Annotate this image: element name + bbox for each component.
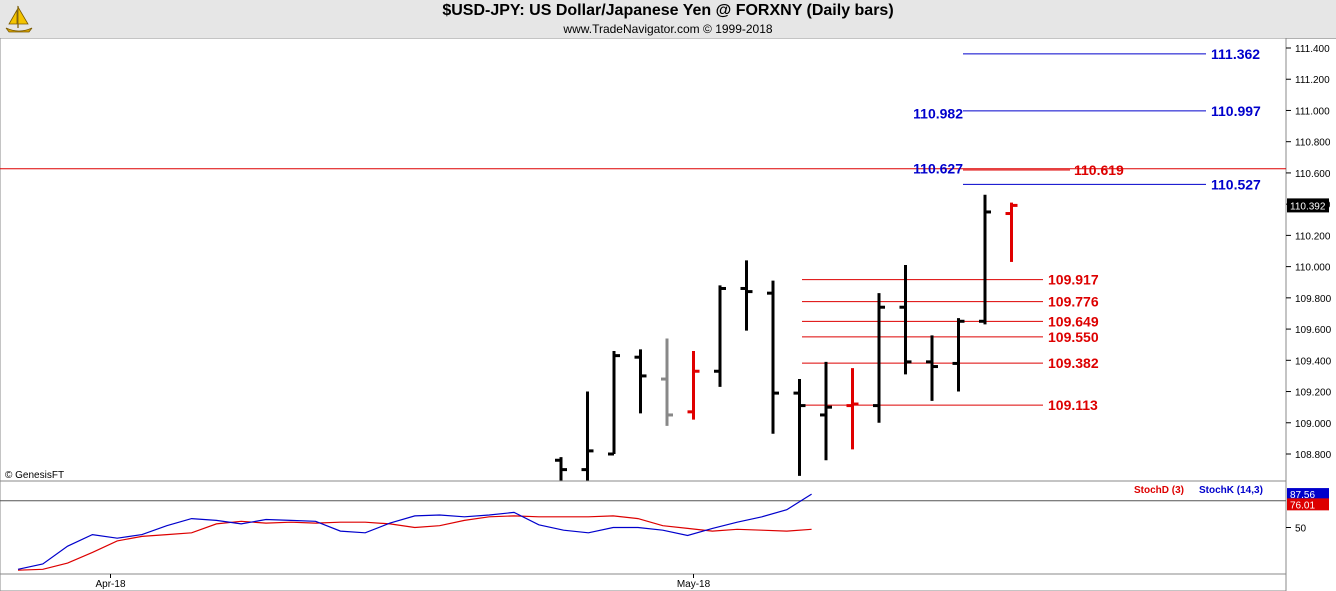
y-tick-label: 109.200 [1295, 388, 1332, 399]
y-tick-label: 110.000 [1295, 263, 1331, 274]
ohlc-bar [820, 361, 832, 461]
stochk-value-box [1287, 488, 1329, 501]
y-tick-label: 110.200 [1295, 231, 1331, 242]
chart-subtitle: www.TradeNavigator.com © 1999-2018 [563, 22, 773, 36]
level-label: 111.362 [1211, 46, 1260, 62]
chart-area: 111.400111.200111.000110.800110.600110.4… [0, 38, 1332, 591]
ohlc-bar [767, 280, 779, 434]
stochk-line [17, 493, 812, 570]
stochk-value-label: 87.56 [1290, 490, 1315, 501]
ohlc-bar [581, 391, 594, 486]
date-axis-frame [0, 573, 1287, 591]
x-tick-label: May-18 [677, 579, 711, 590]
level-label: 110.982 [913, 105, 963, 121]
chart-header: $USD-JPY: US Dollar/Japanese Yen @ FORXN… [0, 0, 1336, 39]
last-price-label: 110.392 [1290, 201, 1326, 212]
price-levels: 111.362 110.997 110.982 110.627 110.619 110.5… [802, 46, 1261, 413]
level-label: 109.113 [1048, 397, 1098, 413]
y-tick-label: 111.400 [1295, 44, 1330, 55]
stochastic-tick-label: 50 [1295, 524, 1307, 535]
stochastic-legend: StochD (3) StochK (14,3) [1134, 485, 1263, 496]
chart-title: $USD-JPY: US Dollar/Japanese Yen @ FORXN… [442, 2, 894, 19]
level-label: 109.649 [1048, 313, 1099, 329]
y-tick-label: 110.800 [1295, 138, 1331, 149]
ohlc-bar [873, 293, 885, 423]
price-panel: 111.400111.200111.000110.800110.600110.4… [0, 38, 1332, 489]
ohlc-bar [714, 285, 726, 387]
ohlc-bar [926, 335, 938, 401]
ohlc-bar [740, 260, 753, 331]
y-tick-label: 109.400 [1295, 356, 1332, 367]
ohlc-bars [555, 194, 1018, 489]
level-label: 109.550 [1048, 329, 1099, 345]
level-label: 110.619 [1074, 162, 1124, 178]
stochd-line [17, 515, 812, 571]
stochk-legend-label: StochK (14,3) [1199, 485, 1263, 496]
ohlc-bar [687, 350, 700, 420]
stochd-value-label: 76.01 [1290, 500, 1315, 511]
ohlc-bar [979, 194, 991, 325]
y-tick-label: 111.200 [1295, 75, 1330, 86]
y-tick-label: 109.600 [1295, 325, 1332, 336]
ohlc-bar [608, 350, 620, 456]
level-label: 110.627 [913, 161, 963, 177]
ohlc-bar [952, 318, 965, 392]
price-y-axis: 111.400111.200111.000110.800110.600110.4… [1286, 44, 1332, 461]
level-label: 109.776 [1048, 294, 1099, 310]
last-price-tag: 110.392 [1287, 198, 1329, 213]
y-tick-label: 111.000 [1295, 106, 1330, 117]
level-label: 110.997 [1211, 103, 1261, 119]
ohlc-bar [1005, 202, 1018, 262]
stochd-legend-label: StochD (3) [1134, 485, 1184, 496]
ohlc-bar [899, 265, 912, 375]
x-tick-label: Apr-18 [95, 579, 125, 590]
stochd-value-box [1287, 498, 1329, 511]
ohlc-bar [793, 379, 806, 476]
stochastic-y-axis: 50 [0, 500, 1307, 535]
ohlc-bar [846, 368, 859, 450]
level-label: 109.382 [1048, 355, 1099, 371]
price-plot-frame [0, 38, 1287, 482]
level-label: 110.527 [1211, 176, 1261, 192]
last-price-box [1287, 198, 1329, 213]
watermark-text: © GenesisFT [5, 470, 64, 481]
ohlc-bar [661, 338, 673, 426]
level-label: 109.917 [1048, 272, 1099, 288]
y-tick-label: 110.600 [1295, 169, 1331, 180]
date-axis: Apr-18 May-18 [0, 573, 1287, 591]
y-tick-label: 109.800 [1295, 294, 1332, 305]
stochastic-lines [17, 493, 812, 571]
y-tick-label: 109.000 [1295, 419, 1332, 430]
y-tick-label: 108.800 [1295, 450, 1332, 461]
ohlc-bar [634, 349, 647, 414]
sailing-ship-icon [2, 2, 36, 36]
